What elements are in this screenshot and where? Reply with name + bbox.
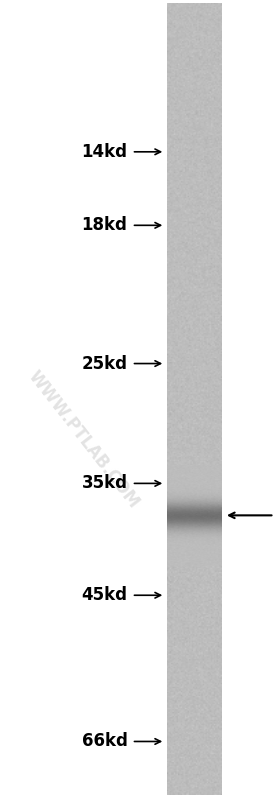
Text: 25kd: 25kd [81, 355, 127, 372]
Text: WWW.PTLAB.COM: WWW.PTLAB.COM [25, 368, 143, 511]
Text: 18kd: 18kd [81, 217, 127, 234]
Text: 66kd: 66kd [81, 733, 127, 750]
Text: 14kd: 14kd [81, 143, 127, 161]
Text: 45kd: 45kd [81, 586, 127, 604]
Text: 35kd: 35kd [81, 475, 127, 492]
